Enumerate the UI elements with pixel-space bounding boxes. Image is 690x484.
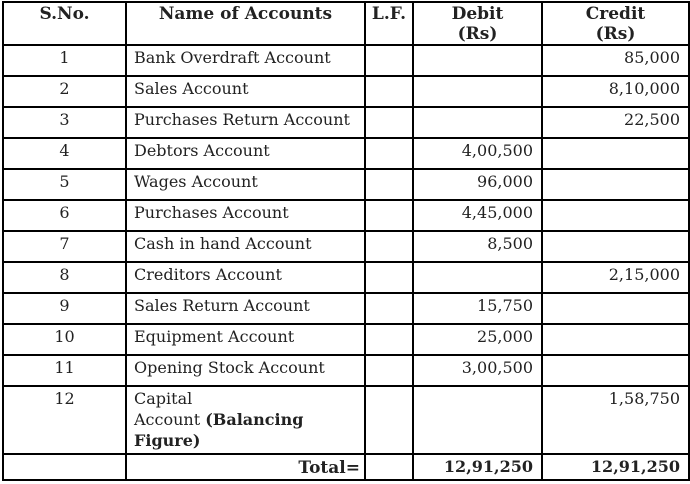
credit-cell [541, 168, 690, 202]
table-row: 12 Capital Account (Balancing Figure) 1,58… [2, 385, 690, 456]
header-account-name: Name of Accounts [125, 0, 366, 47]
lf-cell [364, 75, 414, 109]
table-row: 5 Wages Account 96,000 [2, 168, 690, 202]
debit-cell: 3,00,500 [412, 354, 543, 388]
table-row: 10 Equipment Account 25,000 [2, 323, 690, 357]
sno-cell: 5 [2, 168, 127, 202]
credit-cell: 1,58,750 [541, 385, 690, 456]
account-name-bold-part: (Balancing Figure) [134, 409, 304, 450]
table-row: 6 Purchases Account 4,45,000 [2, 199, 690, 233]
debit-cell [412, 44, 543, 78]
sno-cell: 10 [2, 323, 127, 357]
sno-cell: 2 [2, 75, 127, 109]
header-sno: S.No. [2, 0, 127, 47]
sno-cell: 1 [2, 44, 127, 78]
table-body: 1 Bank Overdraft Account 85,000 2 Sales Acco… [2, 44, 690, 456]
header-debit-label: Debit [451, 4, 504, 24]
sno-cell: 6 [2, 199, 127, 233]
header-credit-unit: (Rs) [595, 23, 636, 44]
debit-cell [412, 75, 543, 109]
credit-cell [541, 137, 690, 171]
sno-cell: 4 [2, 137, 127, 171]
sno-cell: 11 [2, 354, 127, 388]
table-row: 2 Sales Account 8,10,000 [2, 75, 690, 109]
lf-cell [364, 168, 414, 202]
debit-cell [412, 106, 543, 140]
account-name-cell: Equipment Account [125, 323, 366, 357]
sno-cell: 7 [2, 230, 127, 264]
table-footer: Total= 12,91,250 12,91,250 [2, 453, 690, 482]
credit-cell [541, 292, 690, 326]
table-row: 4 Debtors Account 4,00,500 [2, 137, 690, 171]
header-lf-label: L.F. [371, 4, 407, 24]
header-row: S.No. Name of Accounts L.F. Debit (Rs) Cr… [2, 0, 690, 47]
sno-cell: 3 [2, 106, 127, 140]
sno-cell: 9 [2, 292, 127, 326]
sno-cell: 8 [2, 261, 127, 295]
header-account-name-label: Name of Accounts [158, 4, 333, 24]
credit-cell: 22,500 [541, 106, 690, 140]
lf-cell [364, 106, 414, 140]
total-row: Total= 12,91,250 12,91,250 [2, 453, 690, 482]
account-name-cell: Opening Stock Account [125, 354, 366, 388]
header-credit-label: Credit [585, 4, 646, 24]
header-credit: Credit (Rs) [541, 0, 690, 47]
account-name-cell: Sales Return Account [125, 292, 366, 326]
credit-cell [541, 199, 690, 233]
debit-cell: 25,000 [412, 323, 543, 357]
account-name-cell: Purchases Return Account [125, 106, 366, 140]
total-credit-value: 12,91,250 [541, 453, 690, 482]
lf-cell [364, 44, 414, 78]
debit-cell: 15,750 [412, 292, 543, 326]
total-debit-value: 12,91,250 [412, 453, 543, 482]
lf-cell [364, 261, 414, 295]
sno-cell: 12 [2, 385, 127, 456]
table-row: 7 Cash in hand Account 8,500 [2, 230, 690, 264]
lf-cell [364, 292, 414, 326]
lf-cell [364, 137, 414, 171]
account-name-cell: Cash in hand Account [125, 230, 366, 264]
credit-cell: 2,15,000 [541, 261, 690, 295]
account-name-cell: Debtors Account [125, 137, 366, 171]
total-label: Total= [125, 453, 366, 482]
lf-cell [364, 354, 414, 388]
credit-cell [541, 323, 690, 357]
debit-cell: 8,500 [412, 230, 543, 264]
debit-cell [412, 385, 543, 456]
header-debit: Debit (Rs) [412, 0, 543, 47]
debit-cell [412, 261, 543, 295]
table-row: 3 Purchases Return Account 22,500 [2, 106, 690, 140]
debit-cell: 4,00,500 [412, 137, 543, 171]
header-debit-unit: (Rs) [457, 23, 498, 44]
credit-cell: 8,10,000 [541, 75, 690, 109]
credit-cell [541, 230, 690, 264]
account-name-cell: Wages Account [125, 168, 366, 202]
account-name-cell: Sales Account [125, 75, 366, 109]
header-sno-label: S.No. [39, 4, 90, 24]
lf-cell [364, 230, 414, 264]
total-sno-cell [2, 453, 127, 482]
total-lf-cell [364, 453, 414, 482]
credit-cell [541, 354, 690, 388]
lf-cell [364, 385, 414, 456]
credit-cell: 85,000 [541, 44, 690, 78]
lf-cell [364, 199, 414, 233]
debit-cell: 96,000 [412, 168, 543, 202]
table-header: S.No. Name of Accounts L.F. Debit (Rs) Cr… [2, 0, 690, 47]
account-name-cell: Creditors Account [125, 261, 366, 295]
lf-cell [364, 323, 414, 357]
table-row: 11 Opening Stock Account 3,00,500 [2, 354, 690, 388]
table-row: 8 Creditors Account 2,15,000 [2, 261, 690, 295]
account-name-cell: Bank Overdraft Account [125, 44, 366, 78]
account-name-part: Capital Account [134, 389, 201, 429]
account-name-cell: Capital Account (Balancing Figure) [125, 385, 366, 456]
debit-cell: 4,45,000 [412, 199, 543, 233]
table-row: 1 Bank Overdraft Account 85,000 [2, 44, 690, 78]
table-row: 9 Sales Return Account 15,750 [2, 292, 690, 326]
header-lf: L.F. [364, 0, 414, 47]
account-name-cell: Purchases Account [125, 199, 366, 233]
